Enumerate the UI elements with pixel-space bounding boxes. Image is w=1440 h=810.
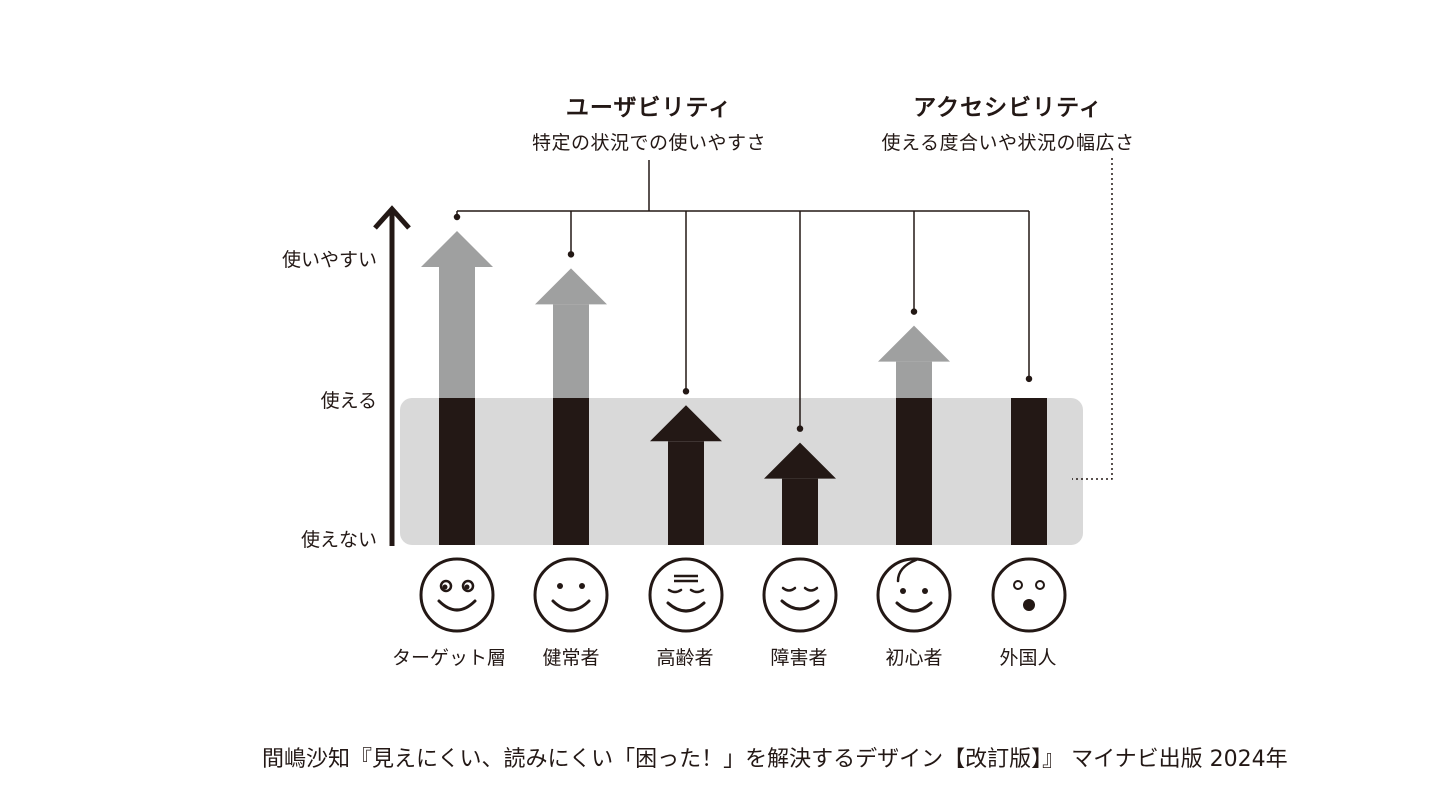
target-face-icon [419, 557, 495, 633]
group-label-beginner: 初心者 [885, 647, 943, 669]
group-label-foreigner: 外国人 [999, 647, 1057, 669]
beginner-face-icon [876, 557, 952, 633]
group-label-healthy: 健常者 [542, 647, 600, 669]
faces-layer [419, 557, 1067, 633]
arrow-0 [421, 231, 493, 545]
connector-dot-1 [567, 251, 575, 258]
y-label-easy: 使いやすい [281, 249, 377, 271]
arrow-2 [650, 405, 722, 545]
y-label-usable: 使える [320, 390, 377, 412]
elderly-face-icon [648, 557, 724, 633]
source-caption: 間嶋沙知『見えにくい、読みにくい「困った！」を解決するデザイン【改訂版】』 マイ… [262, 747, 1288, 772]
y-axis-arrowhead [373, 205, 411, 230]
accessibility-subtitle: 使える度合いや状況の幅広さ [881, 132, 1135, 154]
disabled-face-icon [762, 557, 838, 633]
usability-heading: ユーザビリティ 特定の状況での使いやすさ [499, 88, 799, 155]
usable-zone-band [400, 398, 1083, 545]
arrows-layer [421, 231, 1047, 545]
usability-title: ユーザビリティ [565, 95, 733, 121]
group-label-target: ターゲット層 [391, 647, 506, 669]
healthy-face-icon [533, 557, 609, 633]
usability-subtitle: 特定の状況での使いやすさ [531, 132, 766, 154]
arrow-4 [878, 325, 950, 545]
accessibility-title: アクセシビリティ [913, 95, 1103, 121]
connector-lines [453, 160, 1033, 432]
accessibility-heading: アクセシビリティ 使える度合いや状況の幅広さ [853, 88, 1163, 155]
arrow-3 [764, 442, 836, 545]
connector-dot-5 [1025, 375, 1033, 383]
group-label-elderly: 高齢者 [656, 647, 714, 669]
foreigner-face-icon [991, 557, 1067, 633]
connector-dot-0 [453, 213, 461, 221]
accessibility-bracket [1072, 158, 1113, 480]
group-label-disabled: 障害者 [770, 647, 828, 669]
connector-dot-3 [796, 425, 804, 432]
y-label-unusable: 使えない [300, 529, 377, 551]
connector-dot-4 [910, 308, 918, 315]
connector-dot-2 [682, 388, 690, 395]
arrow-1 [535, 268, 607, 545]
arrow-5 [1011, 398, 1047, 545]
